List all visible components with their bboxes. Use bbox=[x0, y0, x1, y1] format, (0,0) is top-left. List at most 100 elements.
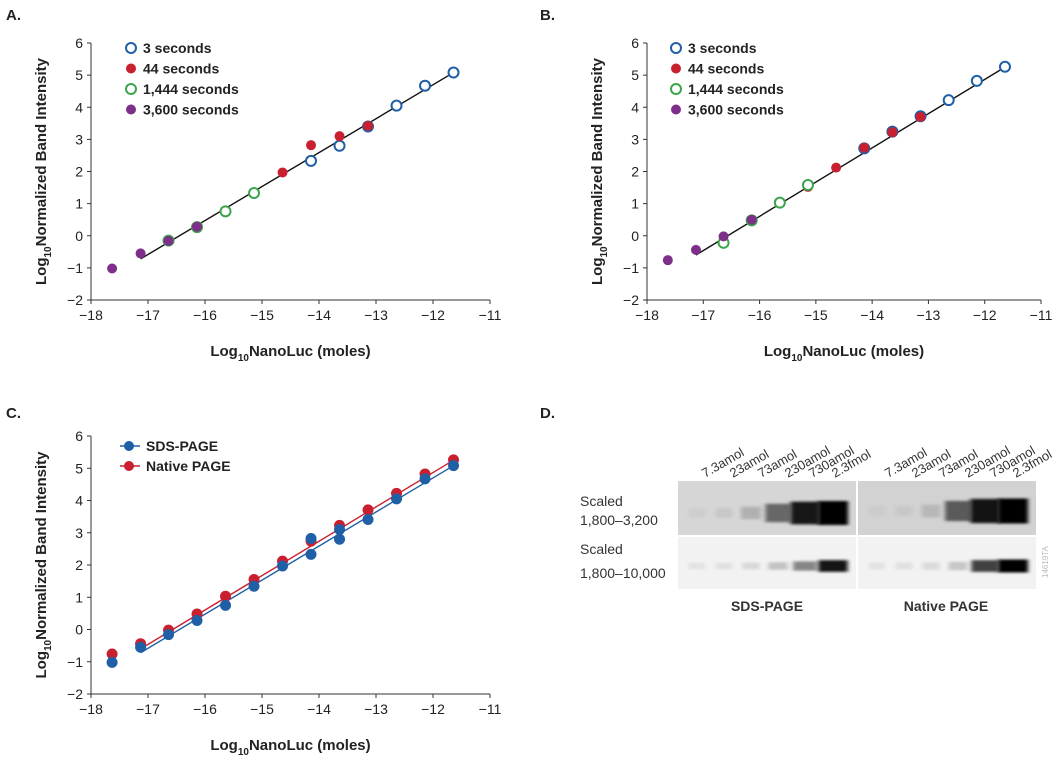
data-point bbox=[362, 504, 374, 516]
data-point bbox=[334, 533, 346, 545]
gel-band bbox=[742, 562, 760, 570]
data-point bbox=[448, 460, 460, 472]
x-tick-label: −14 bbox=[307, 701, 331, 717]
data-point bbox=[334, 131, 345, 142]
x-tick-label: −15 bbox=[250, 701, 274, 717]
data-point bbox=[746, 214, 757, 225]
y-tick-label: −1 bbox=[67, 260, 83, 276]
gel-band bbox=[948, 561, 968, 571]
y-tick-label: 6 bbox=[75, 428, 83, 444]
data-point bbox=[718, 231, 729, 242]
x-tick-label: −11 bbox=[479, 307, 502, 323]
data-point bbox=[419, 473, 431, 485]
data-point bbox=[773, 196, 786, 209]
y-tick-label: 6 bbox=[631, 35, 639, 51]
legend-label: 1,444 seconds bbox=[688, 81, 784, 97]
x-tick-label: −12 bbox=[421, 701, 445, 717]
x-tick-label: −13 bbox=[364, 701, 388, 717]
data-point bbox=[690, 244, 701, 255]
x-tick-label: −17 bbox=[691, 307, 715, 323]
x-tick-label: −12 bbox=[973, 307, 997, 323]
data-point bbox=[277, 560, 289, 572]
data-point bbox=[887, 127, 898, 138]
data-point bbox=[942, 94, 955, 107]
gel-band bbox=[895, 562, 913, 570]
data-point bbox=[859, 142, 870, 153]
y-tick-label: 4 bbox=[631, 99, 639, 115]
y-tick-label: 1 bbox=[75, 589, 83, 605]
y-tick-label: −1 bbox=[623, 260, 639, 276]
gel-band bbox=[790, 501, 820, 525]
y-tick-label: 5 bbox=[631, 67, 639, 83]
gel-band bbox=[715, 508, 733, 518]
row-label-top-line2: 1,800–3,200 bbox=[580, 512, 658, 528]
y-tick-label: 1 bbox=[631, 196, 639, 212]
x-tick-label: −18 bbox=[635, 307, 659, 323]
legend-label: Native PAGE bbox=[146, 458, 231, 474]
data-point bbox=[135, 248, 146, 259]
legend-marker bbox=[671, 63, 681, 74]
data-point bbox=[970, 74, 983, 87]
panel-label-a: A. bbox=[6, 7, 21, 24]
gel-band bbox=[922, 562, 940, 570]
legend-label: 3 seconds bbox=[143, 40, 212, 56]
panel-label-d: D. bbox=[540, 405, 555, 422]
x-tick-label: −16 bbox=[193, 701, 217, 717]
gel-band bbox=[741, 506, 761, 520]
y-tick-label: −2 bbox=[67, 686, 83, 702]
data-point bbox=[334, 524, 346, 536]
data-point bbox=[390, 99, 403, 112]
data-point bbox=[248, 187, 261, 200]
y-axis-title: Log10Normalized Band Intensity bbox=[33, 57, 54, 285]
legend-marker bbox=[125, 42, 137, 54]
y-tick-label: 3 bbox=[75, 131, 83, 147]
x-tick-label: −15 bbox=[250, 307, 274, 323]
x-tick-label: −16 bbox=[748, 307, 772, 323]
x-tick-label: −18 bbox=[79, 307, 103, 323]
y-tick-label: 2 bbox=[75, 557, 83, 573]
gel-title-sds: SDS-PAGE bbox=[731, 598, 803, 614]
gel-panel: 7.3amol 23amol 73amol 230amol 730amol 2.… bbox=[580, 443, 1053, 614]
data-point bbox=[220, 599, 232, 611]
x-axis-title: Log10NanoLuc (moles) bbox=[210, 737, 370, 758]
gel-band bbox=[895, 505, 913, 517]
y-tick-label: 5 bbox=[75, 460, 83, 476]
gel-band bbox=[768, 562, 788, 570]
lane-labels-sds: 7.3amol 23amol 73amol 230amol 730amol 2.… bbox=[699, 443, 874, 481]
data-point bbox=[363, 120, 374, 131]
data-point bbox=[306, 140, 317, 151]
legend-marker bbox=[126, 63, 136, 74]
y-tick-label: −2 bbox=[623, 292, 639, 308]
row-label-bottom-line2: 1,800–10,000 bbox=[580, 565, 666, 581]
legend-marker bbox=[671, 104, 681, 115]
x-tick-label: −15 bbox=[804, 307, 828, 323]
data-point bbox=[219, 205, 232, 218]
data-point bbox=[277, 167, 288, 178]
gel-band bbox=[921, 504, 941, 518]
legend-marker bbox=[124, 441, 134, 451]
y-tick-label: 5 bbox=[75, 67, 83, 83]
gel-bands bbox=[688, 498, 1028, 573]
data-point bbox=[305, 533, 317, 545]
data-point bbox=[163, 235, 174, 246]
legend-label: SDS-PAGE bbox=[146, 438, 218, 454]
y-tick-label: 3 bbox=[631, 131, 639, 147]
x-tick-label: −16 bbox=[193, 307, 217, 323]
x-tick-label: −13 bbox=[364, 307, 388, 323]
gel-band bbox=[868, 506, 886, 516]
gel-band bbox=[998, 498, 1028, 524]
data-point bbox=[305, 548, 317, 560]
y-tick-label: 1 bbox=[75, 196, 83, 212]
data-point bbox=[333, 139, 346, 152]
y-tick-label: 0 bbox=[75, 622, 83, 638]
gel-band bbox=[868, 562, 886, 570]
y-tick-label: 3 bbox=[75, 525, 83, 541]
figure-id-watermark: 14619TA bbox=[1041, 545, 1050, 578]
fit-line bbox=[140, 459, 454, 650]
y-tick-label: −2 bbox=[67, 292, 83, 308]
y-tick-label: 2 bbox=[631, 164, 639, 180]
x-tick-label: −12 bbox=[421, 307, 445, 323]
x-tick-label: −18 bbox=[79, 701, 103, 717]
legend-label: 3,600 seconds bbox=[688, 102, 784, 118]
